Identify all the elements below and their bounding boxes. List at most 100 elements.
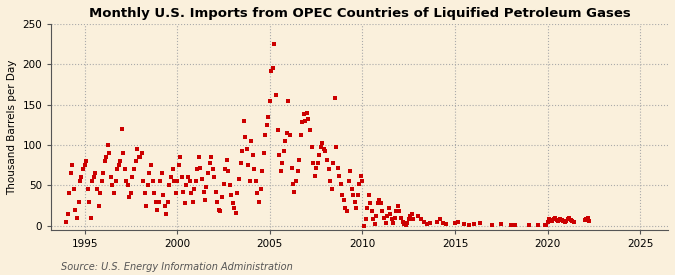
Point <box>206 155 217 159</box>
Point <box>321 157 332 162</box>
Point <box>548 217 559 221</box>
Point <box>68 187 79 192</box>
Point <box>116 127 127 131</box>
Point <box>562 217 573 221</box>
Point <box>246 139 256 143</box>
Point <box>404 217 414 221</box>
Point <box>358 224 369 228</box>
Point <box>380 221 391 226</box>
Point <box>399 222 410 226</box>
Point <box>119 167 130 171</box>
Point <box>92 187 103 192</box>
Point <box>254 199 265 204</box>
Point <box>284 133 295 138</box>
Point <box>76 175 87 180</box>
Point <box>556 218 567 222</box>
Point <box>342 209 352 213</box>
Point <box>124 195 135 200</box>
Point <box>397 219 408 224</box>
Point <box>475 221 485 226</box>
Point <box>187 199 198 204</box>
Point <box>402 221 412 226</box>
Point <box>335 182 346 186</box>
Point <box>304 128 315 133</box>
Point <box>115 159 126 163</box>
Point <box>326 187 337 192</box>
Point <box>113 163 124 167</box>
Point <box>176 175 187 180</box>
Point <box>173 163 184 167</box>
Point <box>201 185 212 189</box>
Point <box>265 98 275 103</box>
Point <box>155 179 165 183</box>
Point <box>558 219 568 223</box>
Point <box>464 223 475 227</box>
Point <box>99 159 110 163</box>
Point <box>579 218 590 222</box>
Point <box>252 191 263 196</box>
Point <box>64 191 75 196</box>
Point <box>487 223 497 227</box>
Point <box>163 199 173 204</box>
Point <box>255 187 266 192</box>
Point <box>271 93 281 97</box>
Point <box>248 153 259 157</box>
Point <box>205 161 215 165</box>
Point <box>250 179 261 183</box>
Point <box>78 167 88 171</box>
Point <box>243 163 254 167</box>
Point <box>375 201 386 205</box>
Point <box>325 179 335 183</box>
Point <box>157 171 167 175</box>
Point <box>373 201 383 205</box>
Point <box>234 177 244 181</box>
Point <box>178 190 189 194</box>
Point <box>367 209 377 213</box>
Point <box>434 217 445 221</box>
Point <box>121 179 132 183</box>
Point <box>391 209 402 213</box>
Point <box>192 167 202 171</box>
Point <box>74 179 85 183</box>
Point <box>393 203 404 208</box>
Point <box>388 221 399 226</box>
Point <box>161 211 172 216</box>
Point <box>164 183 175 188</box>
Point <box>241 147 252 151</box>
Point <box>468 222 479 226</box>
Point <box>126 191 136 196</box>
Point <box>406 211 417 216</box>
Point <box>144 171 155 175</box>
Point <box>256 169 267 173</box>
Point <box>524 223 535 227</box>
Point <box>269 42 280 46</box>
Point <box>153 199 164 204</box>
Point <box>363 193 374 197</box>
Point <box>202 171 213 175</box>
Point <box>396 216 406 220</box>
Point <box>331 144 342 149</box>
Point <box>140 191 151 196</box>
Point <box>129 167 140 171</box>
Point <box>553 219 564 223</box>
Point <box>551 218 562 222</box>
Point <box>386 217 397 221</box>
Point <box>280 139 291 143</box>
Y-axis label: Thousand Barrels per Day: Thousand Barrels per Day <box>7 59 17 194</box>
Point <box>221 157 232 162</box>
Point <box>418 219 429 224</box>
Point <box>122 183 133 188</box>
Point <box>292 169 303 173</box>
Point <box>539 223 550 227</box>
Point <box>346 187 357 192</box>
Point <box>568 219 579 224</box>
Point <box>296 133 306 138</box>
Point <box>190 179 201 183</box>
Point <box>319 147 329 151</box>
Point <box>61 219 72 224</box>
Point <box>400 223 411 227</box>
Point <box>383 206 394 210</box>
Point <box>542 219 553 224</box>
Point <box>369 222 380 226</box>
Point <box>356 174 367 178</box>
